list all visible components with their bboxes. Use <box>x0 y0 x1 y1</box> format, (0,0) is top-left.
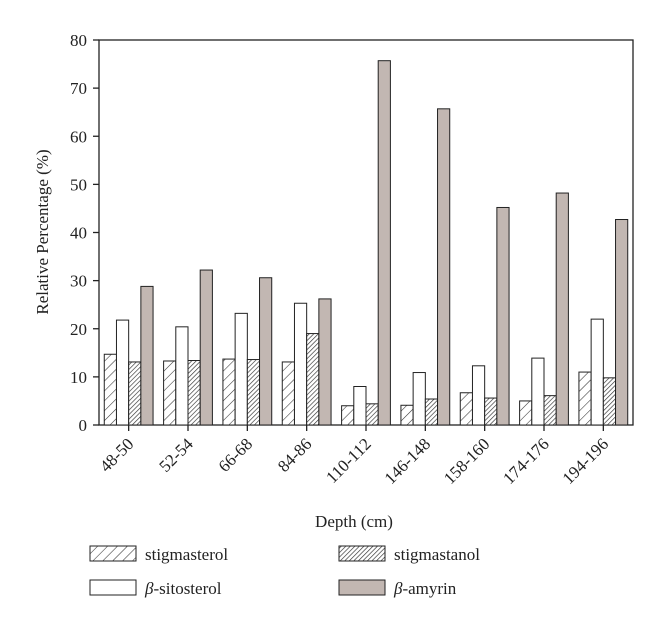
y-axis: 0 10 20 30 40 50 60 70 80 <box>70 31 99 435</box>
bar-stigmasterol-146-148 <box>400 404 414 426</box>
bar-stigmasterol-48-50 <box>103 353 117 426</box>
bar-stigmasterol-66-68 <box>222 358 236 426</box>
legend-swatch-1 <box>338 545 386 562</box>
legend-label-2: β-sitosterol <box>144 579 222 598</box>
bar--amyrin-52-54 <box>199 269 213 426</box>
bar--amyrin-84-86 <box>318 298 332 426</box>
bar--sitosterol-52-54 <box>175 326 189 426</box>
y-tick-label: 50 <box>70 175 87 194</box>
bar--sitosterol-48-50 <box>115 319 130 426</box>
legend-label-0: stigmasterol <box>145 545 228 564</box>
x-axis: 48-50 52-54 66-68 84-86 110-112 146-148 158-16… <box>96 425 612 488</box>
bars <box>103 60 629 426</box>
legend-swatch-3 <box>338 579 386 596</box>
bar-stigmastanol-194-196 <box>602 377 617 426</box>
bar--amyrin-66-68 <box>259 277 273 426</box>
x-tick-label: 48-50 <box>96 434 137 475</box>
x-axis-label: Depth (cm) <box>315 512 393 531</box>
bar-stigmasterol-52-54 <box>163 360 177 426</box>
x-tick-label: 194-196 <box>559 434 613 488</box>
bar-stigmastanol-110-112 <box>365 403 379 426</box>
y-tick-label: 30 <box>70 272 87 291</box>
legend: stigmasterol stigmastanol β-sitosterol β-am… <box>89 545 480 598</box>
bar-stigmastanol-48-50 <box>128 361 142 426</box>
x-tick-label: 84-86 <box>274 434 315 475</box>
legend-label-1: stigmastanol <box>394 545 480 564</box>
bar--amyrin-158-160 <box>496 206 510 426</box>
x-tick-label: 146-148 <box>381 434 435 488</box>
bar-stigmasterol-174-176 <box>519 400 533 426</box>
legend-label-3: β-amyrin <box>393 579 457 598</box>
bar-stigmastanol-174-176 <box>543 395 557 426</box>
y-tick-label: 70 <box>70 79 87 98</box>
legend-swatch-2 <box>89 579 137 596</box>
bar-stigmasterol-194-196 <box>578 371 592 426</box>
y-tick-label: 60 <box>70 127 87 146</box>
bar--amyrin-146-148 <box>437 108 451 426</box>
bar--sitosterol-146-148 <box>412 372 426 426</box>
bar--sitosterol-158-160 <box>471 365 486 426</box>
bar--amyrin-194-196 <box>615 219 629 426</box>
bar-stigmasterol-84-86 <box>281 361 295 426</box>
x-tick-label: 66-68 <box>215 434 256 475</box>
y-tick-label: 10 <box>70 368 87 387</box>
legend-swatch-0 <box>89 545 137 562</box>
x-tick-label: 174-176 <box>499 434 553 488</box>
bar-stigmasterol-110-112 <box>341 405 355 426</box>
y-tick-label: 40 <box>70 224 87 243</box>
bar-stigmastanol-66-68 <box>246 359 261 426</box>
bar-stigmastanol-158-160 <box>484 397 498 426</box>
y-axis-label: Relative Percentage (%) <box>33 149 52 314</box>
bar-stigmastanol-52-54 <box>187 360 201 426</box>
bar--sitosterol-174-176 <box>531 357 545 426</box>
bar--amyrin-48-50 <box>140 285 154 426</box>
bar--amyrin-110-112 <box>377 60 391 426</box>
bar-stigmastanol-146-148 <box>424 398 439 426</box>
y-tick-label: 0 <box>79 416 88 435</box>
x-tick-label: 110-112 <box>322 434 375 487</box>
bar--sitosterol-110-112 <box>353 386 367 426</box>
bar-stigmastanol-84-86 <box>306 333 320 426</box>
bar--sitosterol-194-196 <box>590 318 604 426</box>
y-tick-label: 20 <box>70 320 87 339</box>
bar-stigmasterol-158-160 <box>459 392 473 426</box>
x-tick-label: 52-54 <box>155 434 197 476</box>
bar--sitosterol-84-86 <box>293 302 308 426</box>
y-tick-label: 80 <box>70 31 87 50</box>
bar--amyrin-174-176 <box>555 192 569 426</box>
x-tick-label: 158-160 <box>440 434 494 488</box>
bar--sitosterol-66-68 <box>234 312 248 426</box>
